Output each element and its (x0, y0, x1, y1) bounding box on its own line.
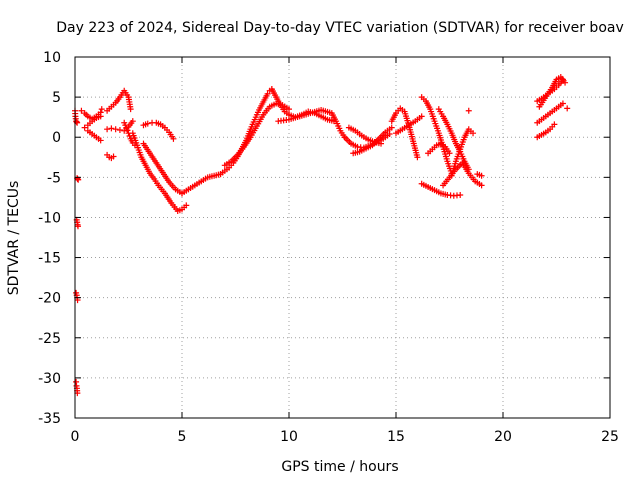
data-point (378, 140, 385, 147)
data-point (478, 172, 485, 179)
data-point (170, 135, 177, 142)
x-tick-label: 15 (387, 429, 405, 445)
data-point (446, 150, 453, 157)
y-axis-ticks: -35 -30 -25 -20 -15 -10 -5 0 5 10 (38, 50, 610, 427)
data-point (478, 182, 485, 189)
data-point (183, 202, 190, 209)
grid (75, 57, 610, 418)
y-tick-label: -20 (38, 291, 61, 307)
data-point (418, 113, 425, 120)
x-tick-label: 10 (280, 429, 298, 445)
data-point (108, 125, 115, 132)
y-tick-label: -5 (47, 170, 61, 186)
data-point (286, 106, 292, 113)
data-point (470, 130, 477, 137)
data-point (564, 105, 571, 112)
data-point (127, 106, 134, 113)
y-tick-label: -30 (38, 371, 61, 387)
data-point (465, 107, 472, 114)
y-tick-label: 5 (52, 90, 61, 106)
x-tick-label: 20 (494, 429, 512, 445)
y-tick-label: -15 (38, 251, 61, 267)
x-tick-label: 25 (601, 429, 619, 445)
chart-title: Day 223 of 2024, Sidereal Day-to-day VTE… (56, 20, 624, 36)
data-point (74, 223, 81, 230)
data-points (72, 74, 571, 397)
x-axis-label: GPS time / hours (281, 459, 398, 475)
plot-frame (74, 56, 611, 419)
data-point (388, 124, 395, 131)
data-point (414, 154, 421, 161)
data-point (551, 121, 558, 128)
data-point (104, 126, 111, 133)
x-tick-label: 5 (178, 429, 187, 445)
data-point (97, 113, 104, 120)
data-point (123, 124, 130, 131)
data-point (457, 191, 464, 198)
y-tick-label: 0 (52, 130, 61, 146)
y-tick-label: -10 (38, 210, 61, 226)
data-point (129, 118, 136, 125)
data-point (559, 76, 566, 83)
x-tick-label: 0 (71, 429, 80, 445)
x-axis-ticks: 0 5 10 15 20 25 (71, 57, 619, 445)
y-tick-label: 10 (43, 50, 61, 66)
data-point (264, 90, 271, 97)
data-point (112, 126, 119, 133)
data-point (81, 124, 88, 131)
data-point (97, 137, 104, 144)
data-point (559, 100, 566, 107)
data-point (78, 107, 85, 114)
y-axis-label: SDTVAR / TECUs (6, 181, 22, 296)
y-tick-label: -25 (38, 331, 61, 347)
data-point (144, 120, 151, 127)
data-point (124, 127, 131, 134)
y-tick-label: -35 (38, 411, 61, 427)
data-point (98, 106, 105, 113)
data-point (110, 153, 117, 160)
data-point (116, 127, 123, 134)
